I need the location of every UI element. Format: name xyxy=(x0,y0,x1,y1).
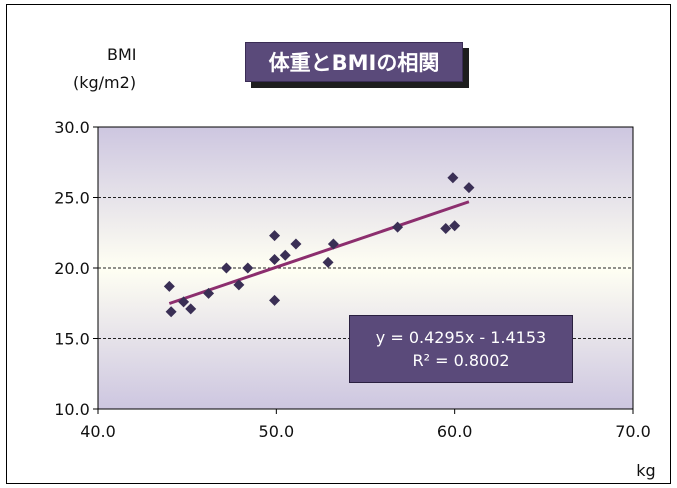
trendline-equation-box: y = 0.4295x - 1.4153 R² = 0.8002 xyxy=(349,315,573,383)
data-point xyxy=(449,220,461,232)
data-point xyxy=(220,262,232,274)
y-tick-label: 10.0 xyxy=(54,400,90,419)
data-point xyxy=(463,182,475,194)
x-axis-ticks: 40.0 50.0 60.0 70.0 xyxy=(80,409,651,441)
x-tick-label: 70.0 xyxy=(615,422,651,441)
y-tick-label: 15.0 xyxy=(54,330,90,349)
y-axis-ticks: 10.0 15.0 20.0 25.0 30.0 xyxy=(54,118,98,419)
trendline-equation: y = 0.4295x - 1.4153 xyxy=(375,328,547,347)
y-tick-label: 20.0 xyxy=(54,259,90,278)
trendline-r-squared: R² = 0.8002 xyxy=(412,351,510,370)
data-point xyxy=(178,296,190,308)
data-point xyxy=(322,256,334,268)
data-point xyxy=(185,303,197,315)
trendline xyxy=(168,200,470,305)
x-axis-label: kg xyxy=(636,461,655,480)
y-tick-label: 30.0 xyxy=(54,118,90,137)
data-point xyxy=(163,280,175,292)
data-point xyxy=(233,279,245,291)
data-point xyxy=(269,294,281,306)
data-point xyxy=(269,254,281,266)
x-tick-label: 40.0 xyxy=(80,422,116,441)
chart-title: 体重とBMIの相関 xyxy=(245,42,463,82)
data-point xyxy=(392,221,404,233)
data-point xyxy=(203,287,215,299)
x-tick-label: 50.0 xyxy=(259,422,295,441)
y-tick-label: 25.0 xyxy=(54,189,90,208)
x-tick-label: 60.0 xyxy=(437,422,473,441)
y-axis-label-line2: (kg/m2) xyxy=(73,73,137,92)
data-point xyxy=(165,306,177,318)
data-point xyxy=(447,172,459,184)
data-point xyxy=(242,262,254,274)
data-point xyxy=(290,238,302,250)
data-point xyxy=(269,230,281,242)
y-axis-label-line1: BMI xyxy=(107,45,137,64)
data-point xyxy=(279,249,291,261)
data-point xyxy=(440,223,452,235)
data-points xyxy=(163,172,475,318)
data-point xyxy=(327,238,339,250)
